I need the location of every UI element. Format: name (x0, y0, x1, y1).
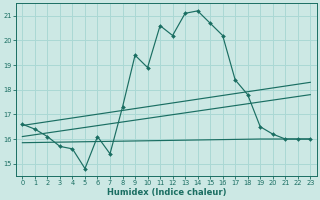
X-axis label: Humidex (Indice chaleur): Humidex (Indice chaleur) (107, 188, 226, 197)
